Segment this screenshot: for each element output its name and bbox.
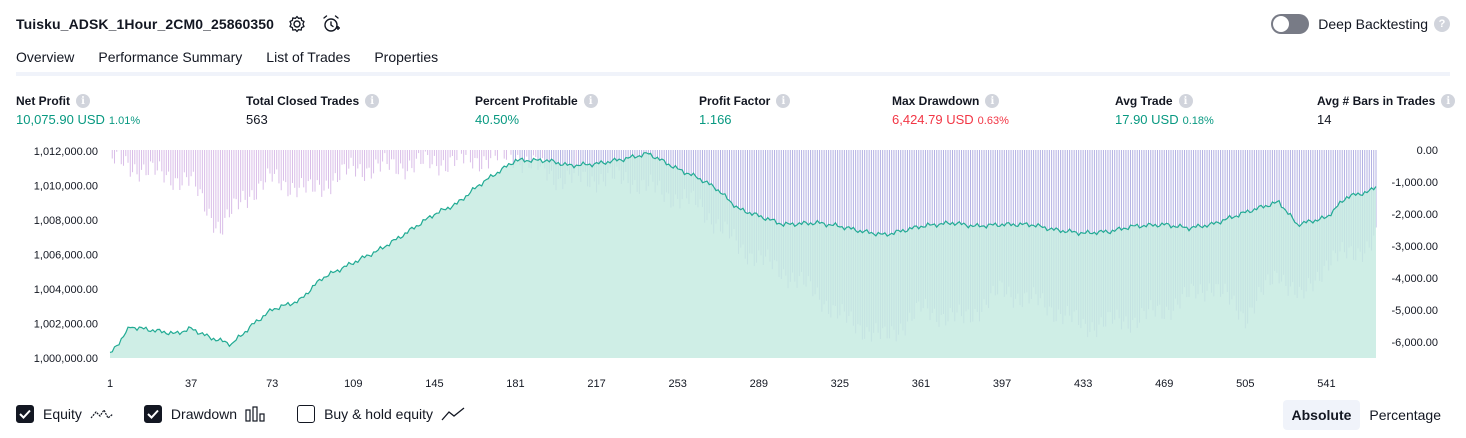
x-tick-label: 1 xyxy=(107,378,113,390)
equity-tick-label: 1,000,000.00 xyxy=(34,353,98,365)
tabs-divider xyxy=(16,72,1450,76)
metric-max-drawdown: Max Drawdown i 6,424.79 USD 0.63% xyxy=(892,92,1009,127)
metric-label: Net Profit xyxy=(16,94,70,108)
info-icon[interactable]: i xyxy=(365,94,380,108)
percentage-button[interactable]: Percentage xyxy=(1369,407,1441,423)
metric-total-closed-trades: Total Closed Trades i 563 xyxy=(246,92,380,127)
equity-tick-label: 1,012,000.00 xyxy=(34,146,98,158)
metric-value: 6,424.79 USD xyxy=(892,112,974,127)
drawdown-axis-labels: 0.00 -1,000.00 -2,000.00 -3,000.00 -4,000.00… xyxy=(1392,145,1438,349)
metric-profit-factor: Profit Factor i 1.166 xyxy=(699,92,791,127)
drawdown-tick-label: 0.00 xyxy=(1417,145,1438,157)
value-mode-switch: Absolute Percentage xyxy=(1282,400,1451,430)
deep-backtesting-control: Deep Backtesting ? xyxy=(1271,10,1450,38)
drawdown-tick-label: -4,000.00 xyxy=(1392,273,1438,285)
metric-avg-trade: Avg Trade i 17.90 USD 0.18% xyxy=(1115,92,1214,127)
deep-backtesting-label: Deep Backtesting xyxy=(1318,16,1428,32)
info-icon[interactable]: i xyxy=(583,94,598,108)
legend-drawdown-label: Drawdown xyxy=(170,406,238,422)
legend-drawdown[interactable]: Drawdown xyxy=(143,405,267,423)
x-tick-label: 73 xyxy=(266,378,278,390)
buy-hold-checkbox[interactable] xyxy=(297,405,316,423)
x-tick-label: 505 xyxy=(1236,378,1254,390)
x-tick-label: 433 xyxy=(1074,378,1092,390)
add-alert-clock-icon[interactable] xyxy=(320,13,342,35)
x-tick-label: 541 xyxy=(1317,378,1335,390)
metric-value: 14 xyxy=(1317,112,1332,127)
report-tabs: Overview Performance Summary List of Tra… xyxy=(16,42,462,76)
equity-tick-label: 1,008,000.00 xyxy=(34,215,98,227)
metric-value: 17.90 USD xyxy=(1115,112,1179,127)
metric-value: 10,075.90 USD xyxy=(16,112,105,127)
chart-legend: Equity Drawdown Buy & hold equity xyxy=(16,402,495,426)
metric-avg-bars-in-trades: Avg # Bars in Trades i 14 xyxy=(1317,92,1456,127)
drawdown-tick-label: -2,000.00 xyxy=(1392,209,1438,221)
trend-line-icon xyxy=(441,406,465,422)
info-icon[interactable]: i xyxy=(76,94,90,108)
x-tick-label: 397 xyxy=(993,378,1011,390)
metric-percent-profitable: Percent Profitable i 40.50% xyxy=(475,92,598,127)
equity-tick-label: 1,004,000.00 xyxy=(34,284,98,296)
x-tick-label: 361 xyxy=(912,378,930,390)
legend-equity[interactable]: Equity xyxy=(16,405,114,423)
metric-value: 563 xyxy=(246,112,268,127)
metric-label: Avg # Bars in Trades xyxy=(1317,94,1436,108)
help-question-icon[interactable]: ? xyxy=(1434,16,1450,32)
drawdown-tick-label: -3,000.00 xyxy=(1392,241,1438,253)
drawdown-tick-label: -5,000.00 xyxy=(1392,305,1438,317)
x-tick-label: 109 xyxy=(344,378,362,390)
metric-label: Percent Profitable xyxy=(475,94,578,108)
x-tick-label: 325 xyxy=(831,378,849,390)
strategy-title: Tuisku_ADSK_1Hour_2CM0_25860350 xyxy=(16,16,275,32)
equity-tick-label: 1,006,000.00 xyxy=(34,249,98,261)
equity-axis-labels: 1,012,000.00 1,010,000.00 1,008,000.00 1,00… xyxy=(34,146,98,365)
absolute-button[interactable]: Absolute xyxy=(1282,400,1361,430)
metric-label: Avg Trade xyxy=(1115,94,1173,108)
metric-net-profit: Net Profit i 10,075.90 USD 1.01% xyxy=(16,92,140,127)
x-tick-label: 37 xyxy=(185,378,197,390)
metric-value: 1.166 xyxy=(699,112,732,127)
legend-buy-hold[interactable]: Buy & hold equity xyxy=(297,405,465,423)
drawdown-tick-label: -1,000.00 xyxy=(1392,177,1438,189)
drawdown-tick-label: -6,000.00 xyxy=(1392,337,1438,349)
equity-tick-label: 1,002,000.00 xyxy=(34,318,98,330)
drawdown-bars-icon xyxy=(245,406,267,422)
tab-overview[interactable]: Overview xyxy=(16,42,75,76)
metric-label: Max Drawdown xyxy=(892,94,980,108)
drawdown-checkbox[interactable] xyxy=(143,405,162,423)
info-icon[interactable]: i xyxy=(1441,94,1456,108)
legend-buy-hold-label: Buy & hold equity xyxy=(324,406,434,422)
equity-line xyxy=(109,152,1377,353)
metric-label: Profit Factor xyxy=(699,94,771,108)
x-tick-label: 217 xyxy=(587,378,605,390)
equity-drawdown-chart[interactable]: 1,012,000.00 1,010,000.00 1,008,000.00 1,00… xyxy=(0,140,1466,396)
x-tick-label: 289 xyxy=(750,378,768,390)
equity-tick-label: 1,010,000.00 xyxy=(34,180,98,192)
equity-checkbox[interactable] xyxy=(16,405,34,423)
tab-properties[interactable]: Properties xyxy=(374,49,439,65)
strategy-header: Tuisku_ADSK_1Hour_2CM0_25860350 xyxy=(16,8,342,40)
x-tick-label: 181 xyxy=(506,378,524,390)
toggle-knob xyxy=(1273,16,1290,32)
metric-percent: 1.01% xyxy=(108,115,141,127)
info-icon[interactable]: i xyxy=(776,94,791,108)
metric-percent: 0.63% xyxy=(977,115,1009,127)
settings-gear-icon[interactable] xyxy=(286,13,308,35)
metric-label: Total Closed Trades xyxy=(246,94,360,108)
tab-list-of-trades[interactable]: List of Trades xyxy=(266,49,351,65)
metric-value: 40.50% xyxy=(475,112,520,127)
metric-percent: 0.18% xyxy=(1182,115,1214,127)
info-icon[interactable]: i xyxy=(985,94,1000,108)
info-icon[interactable]: i xyxy=(1178,94,1193,108)
equity-area-fill xyxy=(110,152,1376,358)
tab-performance-summary[interactable]: Performance Summary xyxy=(98,49,243,65)
x-tick-label: 145 xyxy=(425,378,443,390)
deep-backtesting-toggle[interactable] xyxy=(1271,14,1310,34)
x-tick-label: 469 xyxy=(1155,378,1173,390)
trade-number-axis-labels: 1 37 73 109 145 181 217 253 289 325 361 397 433 469 50… xyxy=(107,378,1336,390)
equity-line-icon xyxy=(90,406,114,422)
legend-equity-label: Equity xyxy=(43,406,82,422)
x-tick-label: 253 xyxy=(668,378,686,390)
